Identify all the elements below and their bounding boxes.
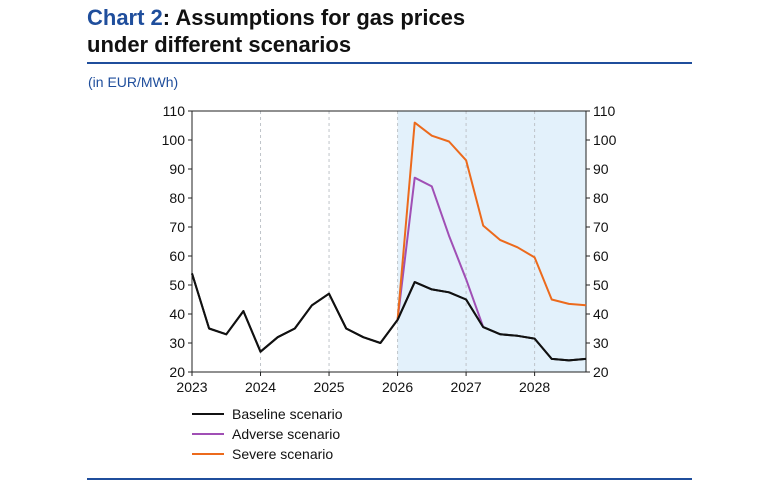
series-line-adverse-scenario	[396, 176, 485, 328]
y-tick-label-left-20: 20	[169, 364, 185, 380]
y-tick-label-left-40: 40	[169, 306, 185, 322]
y-tick-label-left-50: 50	[169, 277, 185, 293]
x-tick-label-2024: 2024	[245, 379, 276, 395]
x-tick-label-2028: 2028	[519, 379, 550, 395]
plot-frame	[191, 110, 587, 373]
y-tick-label-left-110: 110	[163, 103, 186, 119]
y-tick-label-right-90: 90	[593, 161, 609, 177]
chart-title-text: : Assumptions for gas prices	[162, 5, 466, 30]
y-tick-label-right-80: 80	[593, 190, 609, 206]
legend-label-severe-scenario: Severe scenario	[232, 446, 333, 462]
chart-title: Chart 2: Assumptions for gas prices unde…	[87, 4, 687, 58]
y-tick-label-left-70: 70	[169, 219, 185, 235]
projection-shade	[397, 111, 586, 372]
top-rule	[87, 62, 692, 64]
y-tick-label-right-100: 100	[593, 132, 617, 148]
chart-title-line2: under different scenarios	[87, 32, 352, 57]
y-tick-label-right-30: 30	[593, 335, 609, 351]
x-tick-label-2023: 2023	[176, 379, 207, 395]
y-tick-label-left-90: 90	[169, 161, 185, 177]
legend-label-baseline-scenario: Baseline scenario	[232, 406, 343, 422]
y-tick-label-right-40: 40	[593, 306, 609, 322]
y-tick-label-right-110: 110	[593, 103, 616, 119]
x-tick-label-2025: 2025	[313, 379, 344, 395]
bottom-rule	[87, 478, 692, 480]
y-tick-label-left-100: 100	[162, 132, 186, 148]
y-tick-label-right-20: 20	[593, 364, 609, 380]
y-tick-label-right-50: 50	[593, 277, 609, 293]
series-line-severe-scenario	[396, 121, 587, 320]
x-tick-label-2027: 2027	[451, 379, 482, 395]
y-tick-label-right-60: 60	[593, 248, 609, 264]
y-tick-label-right-70: 70	[593, 219, 609, 235]
y-tick-label-left-80: 80	[169, 190, 185, 206]
y-tick-label-left-60: 60	[169, 248, 185, 264]
legend-label-adverse-scenario: Adverse scenario	[232, 426, 340, 442]
unit-label: (in EUR/MWh)	[88, 74, 179, 90]
y-tick-label-left-30: 30	[169, 335, 185, 351]
series-line-baseline-overlay	[191, 273, 587, 362]
chart-title-number: Chart 2	[87, 5, 163, 30]
x-tick-label-2026: 2026	[382, 379, 413, 395]
